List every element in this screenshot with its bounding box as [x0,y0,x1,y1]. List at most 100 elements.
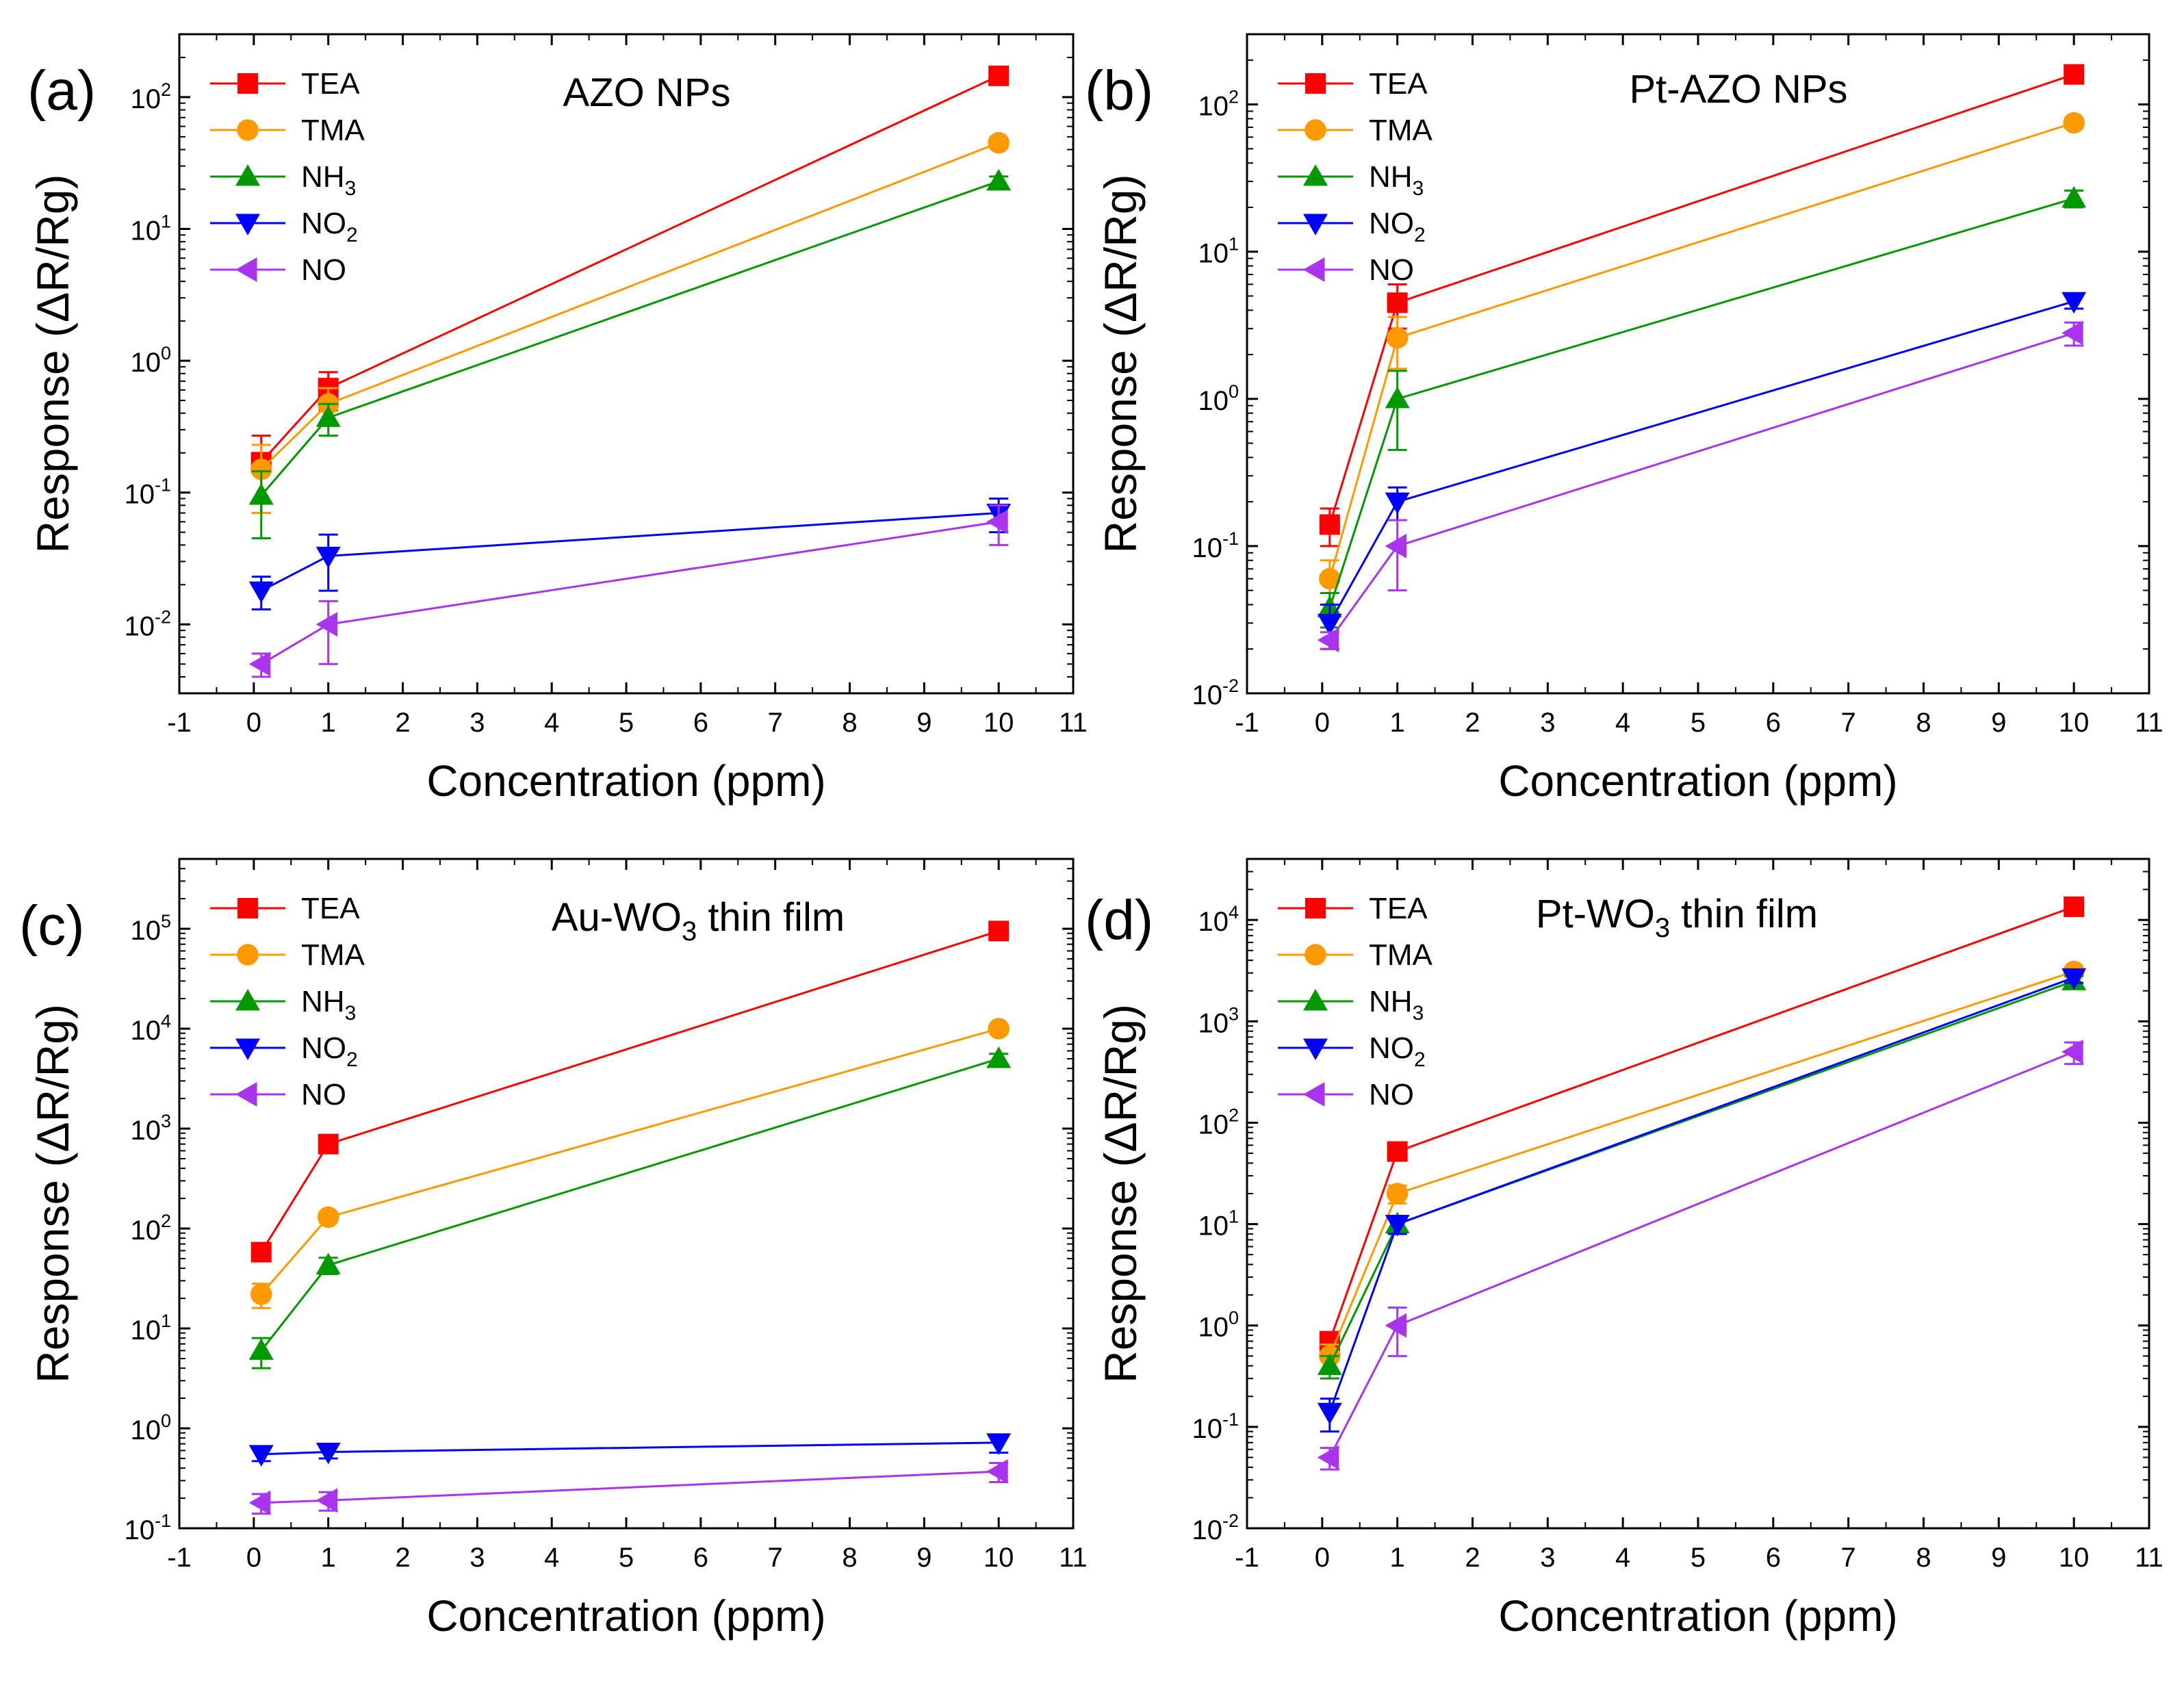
x-tick-label: 1 [321,1543,336,1573]
marker-circle [988,1018,1010,1040]
y-axis-label: Response (ΔR/Rg) [1095,1004,1146,1383]
marker-square [2064,64,2085,85]
legend-label: TMA [1369,114,1433,147]
marker-square [1319,514,1340,535]
marker-triangle-left [1317,1445,1339,1470]
legend-entry-TEA: TEA [210,892,360,925]
y-tick-label: 103 [130,1111,171,1146]
x-tick-label: 10 [2059,708,2090,738]
marker-triangle-left [248,652,271,677]
legend-label: NH3 [301,160,356,200]
y-tick-base: 10 [124,480,155,510]
marker-triangle-up [1303,164,1328,186]
x-tick-label: 5 [1691,708,1706,738]
marker-triangle-up [248,483,274,505]
y-tick-base: 10 [130,1016,161,1046]
series-line [1328,122,2074,580]
series-line [260,142,999,470]
x-tick-label: 0 [246,1543,261,1573]
series-TMA [250,131,1010,515]
legend-subscript: 2 [1414,1049,1426,1071]
legend-name: TMA [301,938,365,972]
y-tick-label: 104 [130,1011,171,1046]
y-tick-label: 100 [1198,381,1239,416]
y-tick-base: 10 [130,1215,161,1246]
series-NO [248,1459,1009,1515]
marker-triangle-down [316,1443,341,1465]
series-NO [1317,320,2084,653]
legend-entry-NO2: NO2 [210,1031,358,1071]
series-NH3 [1317,968,2087,1380]
legend-label: NO [301,1078,346,1111]
marker-triangle-left [1385,533,1407,558]
legend-name: NO [301,1031,346,1065]
y-axis-label: Response (ΔR/Rg) [1095,175,1146,554]
marker-circle [1386,1183,1409,1205]
x-tick-label: 0 [1315,708,1330,738]
legend-name: NO [301,1078,346,1111]
panel-title: Au-WO3 thin film [552,895,845,947]
series-NO2 [1317,968,2087,1433]
y-tick-label: 10-1 [1192,1409,1239,1444]
x-tick-label: 5 [619,708,634,738]
y-tick-label: 101 [130,211,171,246]
marker-triangle-down [1317,613,1342,636]
x-tick-label: 7 [768,1543,783,1573]
legend-label: NO [1369,253,1414,287]
legend-entry-TEA: TEA [210,67,360,101]
x-axis-label: Concentration (ppm) [426,756,825,806]
legend-label: NH3 [1369,985,1424,1025]
y-tick-label: 10-1 [124,1510,171,1545]
series-NO2 [248,498,1012,610]
marker-circle [1305,119,1326,141]
legend-subscript: 3 [345,1002,357,1025]
y-tick-label: 102 [1198,1105,1239,1140]
marker-triangle-down [316,546,341,569]
y-tick-exponent: -2 [1222,676,1239,696]
legend-entry-NH3: NH3 [210,160,356,200]
marker-triangle-up [1303,989,1328,1011]
x-tick-label: 7 [1841,708,1856,738]
y-tick-label: 101 [130,1311,171,1346]
legend-name: TMA [1369,114,1433,147]
y-tick-label: 10-2 [1192,1510,1239,1545]
marker-triangle-left [1385,1313,1407,1338]
legend-entry-TMA: TMA [210,938,365,972]
x-tick-label: -1 [167,1543,192,1573]
y-tick-label: 10-2 [124,606,171,641]
marker-triangle-down [2061,292,2087,314]
title-part: thin film [1670,892,1818,936]
legend-subscript: 3 [1413,1002,1424,1025]
y-tick-exponent: 2 [1229,87,1239,107]
legend-label: NO2 [1369,207,1426,246]
series-NO [1317,1039,2084,1471]
marker-square [1387,292,1408,313]
legend-subscript: 3 [345,177,357,200]
marker-triangle-left [316,612,338,637]
x-tick-label: 10 [984,708,1014,738]
y-axis-label: Response (ΔR/Rg) [27,175,78,554]
y-tick-base: 10 [1198,386,1229,416]
series-line [260,75,999,463]
x-tick-label: 8 [1916,1543,1931,1573]
y-tick-exponent: 1 [1229,234,1239,255]
y-tick-exponent: 1 [161,1311,171,1331]
y-tick-base: 10 [1192,1414,1222,1444]
series-line [1328,970,2074,1356]
legend-label: TEA [301,67,360,101]
panel-a: -1 0 1 2 3 4 5 6 7 8 9 10 1110-210-1100101102Concent… [27,33,1088,806]
series-line [1328,73,2074,525]
y-tick-exponent: 2 [161,79,171,100]
y-tick-label: 10-1 [1192,528,1239,563]
legend-label: NO [1369,1078,1414,1111]
y-tick-base: 10 [1192,1515,1222,1545]
marker-triangle-down [1385,492,1410,515]
series-NO2 [1317,292,2087,650]
y-tick-exponent: 0 [161,1411,171,1431]
title-part: thin film [697,895,845,940]
y-tick-base: 10 [130,916,161,946]
marker-triangle-up [235,164,260,186]
x-tick-label: 11 [2135,1543,2163,1573]
marker-triangle-left [235,257,257,282]
